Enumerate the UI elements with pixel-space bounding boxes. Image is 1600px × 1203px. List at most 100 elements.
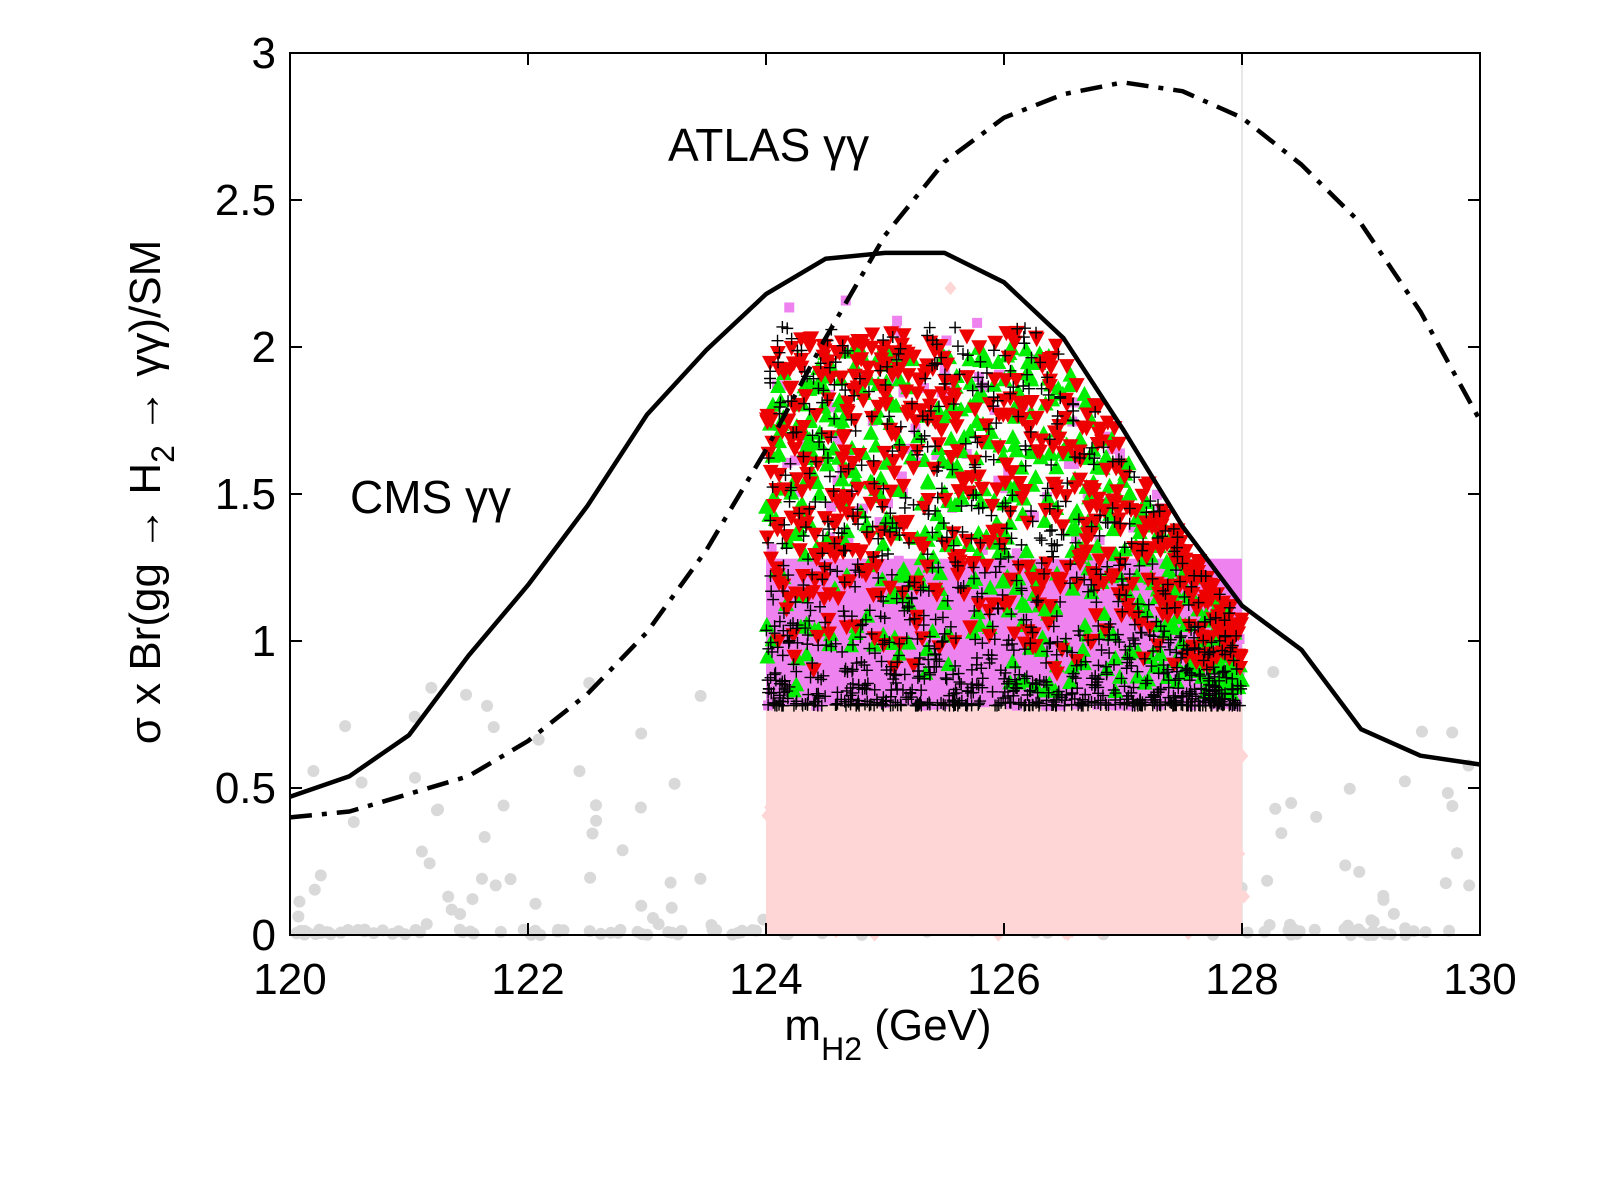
background-point <box>339 720 352 733</box>
black-cross <box>1043 433 1056 446</box>
red-triangle <box>770 361 787 377</box>
black-cross <box>992 602 1005 615</box>
black-cross <box>1054 595 1067 608</box>
black-cross <box>1128 618 1141 631</box>
pink-diamond <box>1187 854 1200 869</box>
black-cross <box>820 639 833 652</box>
pink-diamond <box>1158 890 1171 905</box>
pink-diamond <box>777 818 790 833</box>
black-cross <box>815 699 828 712</box>
black-cross <box>1223 601 1236 614</box>
black-cross <box>865 410 878 423</box>
green-triangle <box>821 636 838 652</box>
red-triangle <box>1088 499 1105 515</box>
black-cross <box>821 515 834 528</box>
black-cross <box>971 436 984 449</box>
y-tick-label: 1 <box>252 617 276 666</box>
red-triangle <box>898 384 915 400</box>
black-cross <box>797 579 810 592</box>
red-triangle <box>855 393 872 409</box>
black-cross <box>837 605 850 618</box>
black-cross <box>913 652 926 665</box>
black-cross <box>875 655 888 668</box>
red-triangle <box>1124 576 1141 592</box>
black-cross <box>1034 356 1047 369</box>
black-cross <box>1183 674 1196 687</box>
black-cross <box>1147 630 1160 643</box>
red-triangle <box>1015 398 1032 414</box>
black-cross <box>1026 676 1039 689</box>
black-cross <box>1039 489 1052 502</box>
black-cross <box>929 613 942 626</box>
black-cross <box>1119 643 1132 656</box>
black-cross <box>896 585 909 598</box>
red-triangle <box>764 435 781 451</box>
black-cross <box>965 499 978 512</box>
violet-square <box>918 689 929 700</box>
black-cross <box>872 532 885 545</box>
black-cross <box>1068 451 1081 464</box>
red-triangle <box>793 332 810 348</box>
pink-diamond <box>942 730 955 745</box>
black-cross <box>898 604 911 617</box>
background-point <box>614 923 627 936</box>
pink-diamond <box>850 817 863 832</box>
black-cross <box>849 424 862 437</box>
black-cross <box>1138 652 1151 665</box>
pink-diamond <box>1192 808 1205 823</box>
green-triangle <box>1152 646 1169 662</box>
red-triangle <box>786 649 803 665</box>
pink-diamond <box>1038 842 1051 857</box>
black-cross <box>1064 577 1077 590</box>
black-cross <box>1019 440 1032 453</box>
black-cross <box>1089 669 1102 682</box>
black-cross <box>816 396 829 409</box>
pink-diamond <box>956 850 969 865</box>
red-triangle <box>971 340 988 356</box>
background-point <box>376 924 389 937</box>
pink-diamond <box>849 801 862 816</box>
black-cross <box>923 630 936 643</box>
black-cross <box>762 642 775 655</box>
black-cross <box>863 604 876 617</box>
black-cross <box>1090 563 1103 576</box>
black-cross <box>998 672 1011 685</box>
black-cross <box>1157 631 1170 644</box>
black-cross <box>1092 659 1105 672</box>
black-cross <box>1132 606 1145 619</box>
violet-square <box>1015 646 1026 657</box>
black-cross <box>928 357 941 370</box>
pink-diamond <box>1029 722 1042 737</box>
black-cross <box>1146 558 1159 571</box>
pink-diamond <box>823 768 836 783</box>
black-cross <box>1113 588 1126 601</box>
black-cross <box>986 685 999 698</box>
black-cross <box>1033 532 1046 545</box>
red-triangle <box>964 558 981 574</box>
black-cross <box>816 547 829 560</box>
black-cross <box>972 679 985 692</box>
black-cross <box>1148 696 1161 709</box>
pink-diamond <box>1182 926 1195 941</box>
black-cross <box>1010 574 1023 587</box>
pink-diamond <box>993 878 1006 893</box>
background-point <box>616 844 629 857</box>
red-triangle <box>900 368 917 384</box>
red-triangle <box>846 368 863 384</box>
red-triangle <box>866 631 883 647</box>
black-cross <box>944 620 957 633</box>
pink-diamond <box>972 778 985 793</box>
y-axis-label-pre: σ x Br(gg → H <box>121 463 170 744</box>
black-cross <box>921 413 934 426</box>
green-triangle <box>875 536 892 552</box>
background-point <box>634 801 647 814</box>
red-triangle <box>915 540 932 556</box>
violet-square <box>881 585 892 596</box>
pink-diamond <box>1220 795 1233 810</box>
red-triangle <box>791 518 808 534</box>
pink-diamond <box>1015 778 1028 793</box>
black-cross <box>1035 382 1048 395</box>
green-triangle <box>990 353 1007 369</box>
black-cross <box>1157 584 1170 597</box>
black-cross <box>993 537 1006 550</box>
